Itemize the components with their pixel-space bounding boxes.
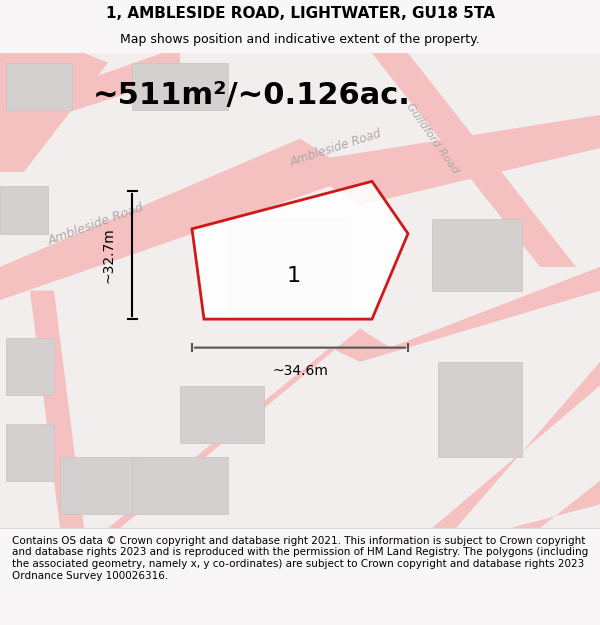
Polygon shape [30, 291, 84, 528]
Text: ~34.6m: ~34.6m [272, 364, 328, 378]
Polygon shape [228, 219, 348, 314]
Polygon shape [510, 481, 600, 528]
Polygon shape [0, 53, 180, 134]
Polygon shape [6, 62, 72, 110]
Polygon shape [6, 338, 54, 395]
Polygon shape [432, 362, 600, 528]
Polygon shape [0, 53, 108, 172]
Polygon shape [372, 53, 576, 267]
Text: Ambleside Road: Ambleside Road [289, 127, 383, 169]
Polygon shape [132, 457, 228, 514]
Polygon shape [180, 386, 264, 442]
Polygon shape [0, 53, 600, 528]
Polygon shape [132, 62, 228, 110]
Polygon shape [0, 115, 600, 300]
Text: 1, AMBLESIDE ROAD, LIGHTWATER, GU18 5TA: 1, AMBLESIDE ROAD, LIGHTWATER, GU18 5TA [106, 6, 494, 21]
Polygon shape [192, 181, 408, 319]
Text: Map shows position and indicative extent of the property.: Map shows position and indicative extent… [120, 33, 480, 46]
Text: Ambleside Road: Ambleside Road [46, 201, 146, 248]
Text: Contains OS data © Crown copyright and database right 2021. This information is : Contains OS data © Crown copyright and d… [12, 536, 588, 581]
Polygon shape [438, 362, 522, 457]
Polygon shape [90, 267, 600, 528]
Polygon shape [432, 219, 522, 291]
Text: ~511m²/~0.126ac.: ~511m²/~0.126ac. [93, 81, 411, 111]
Polygon shape [6, 424, 54, 481]
Polygon shape [60, 457, 144, 514]
Polygon shape [0, 186, 48, 234]
Text: Guildford Road: Guildford Road [404, 102, 460, 176]
Text: ~32.7m: ~32.7m [101, 227, 115, 283]
Text: 1: 1 [287, 266, 301, 286]
